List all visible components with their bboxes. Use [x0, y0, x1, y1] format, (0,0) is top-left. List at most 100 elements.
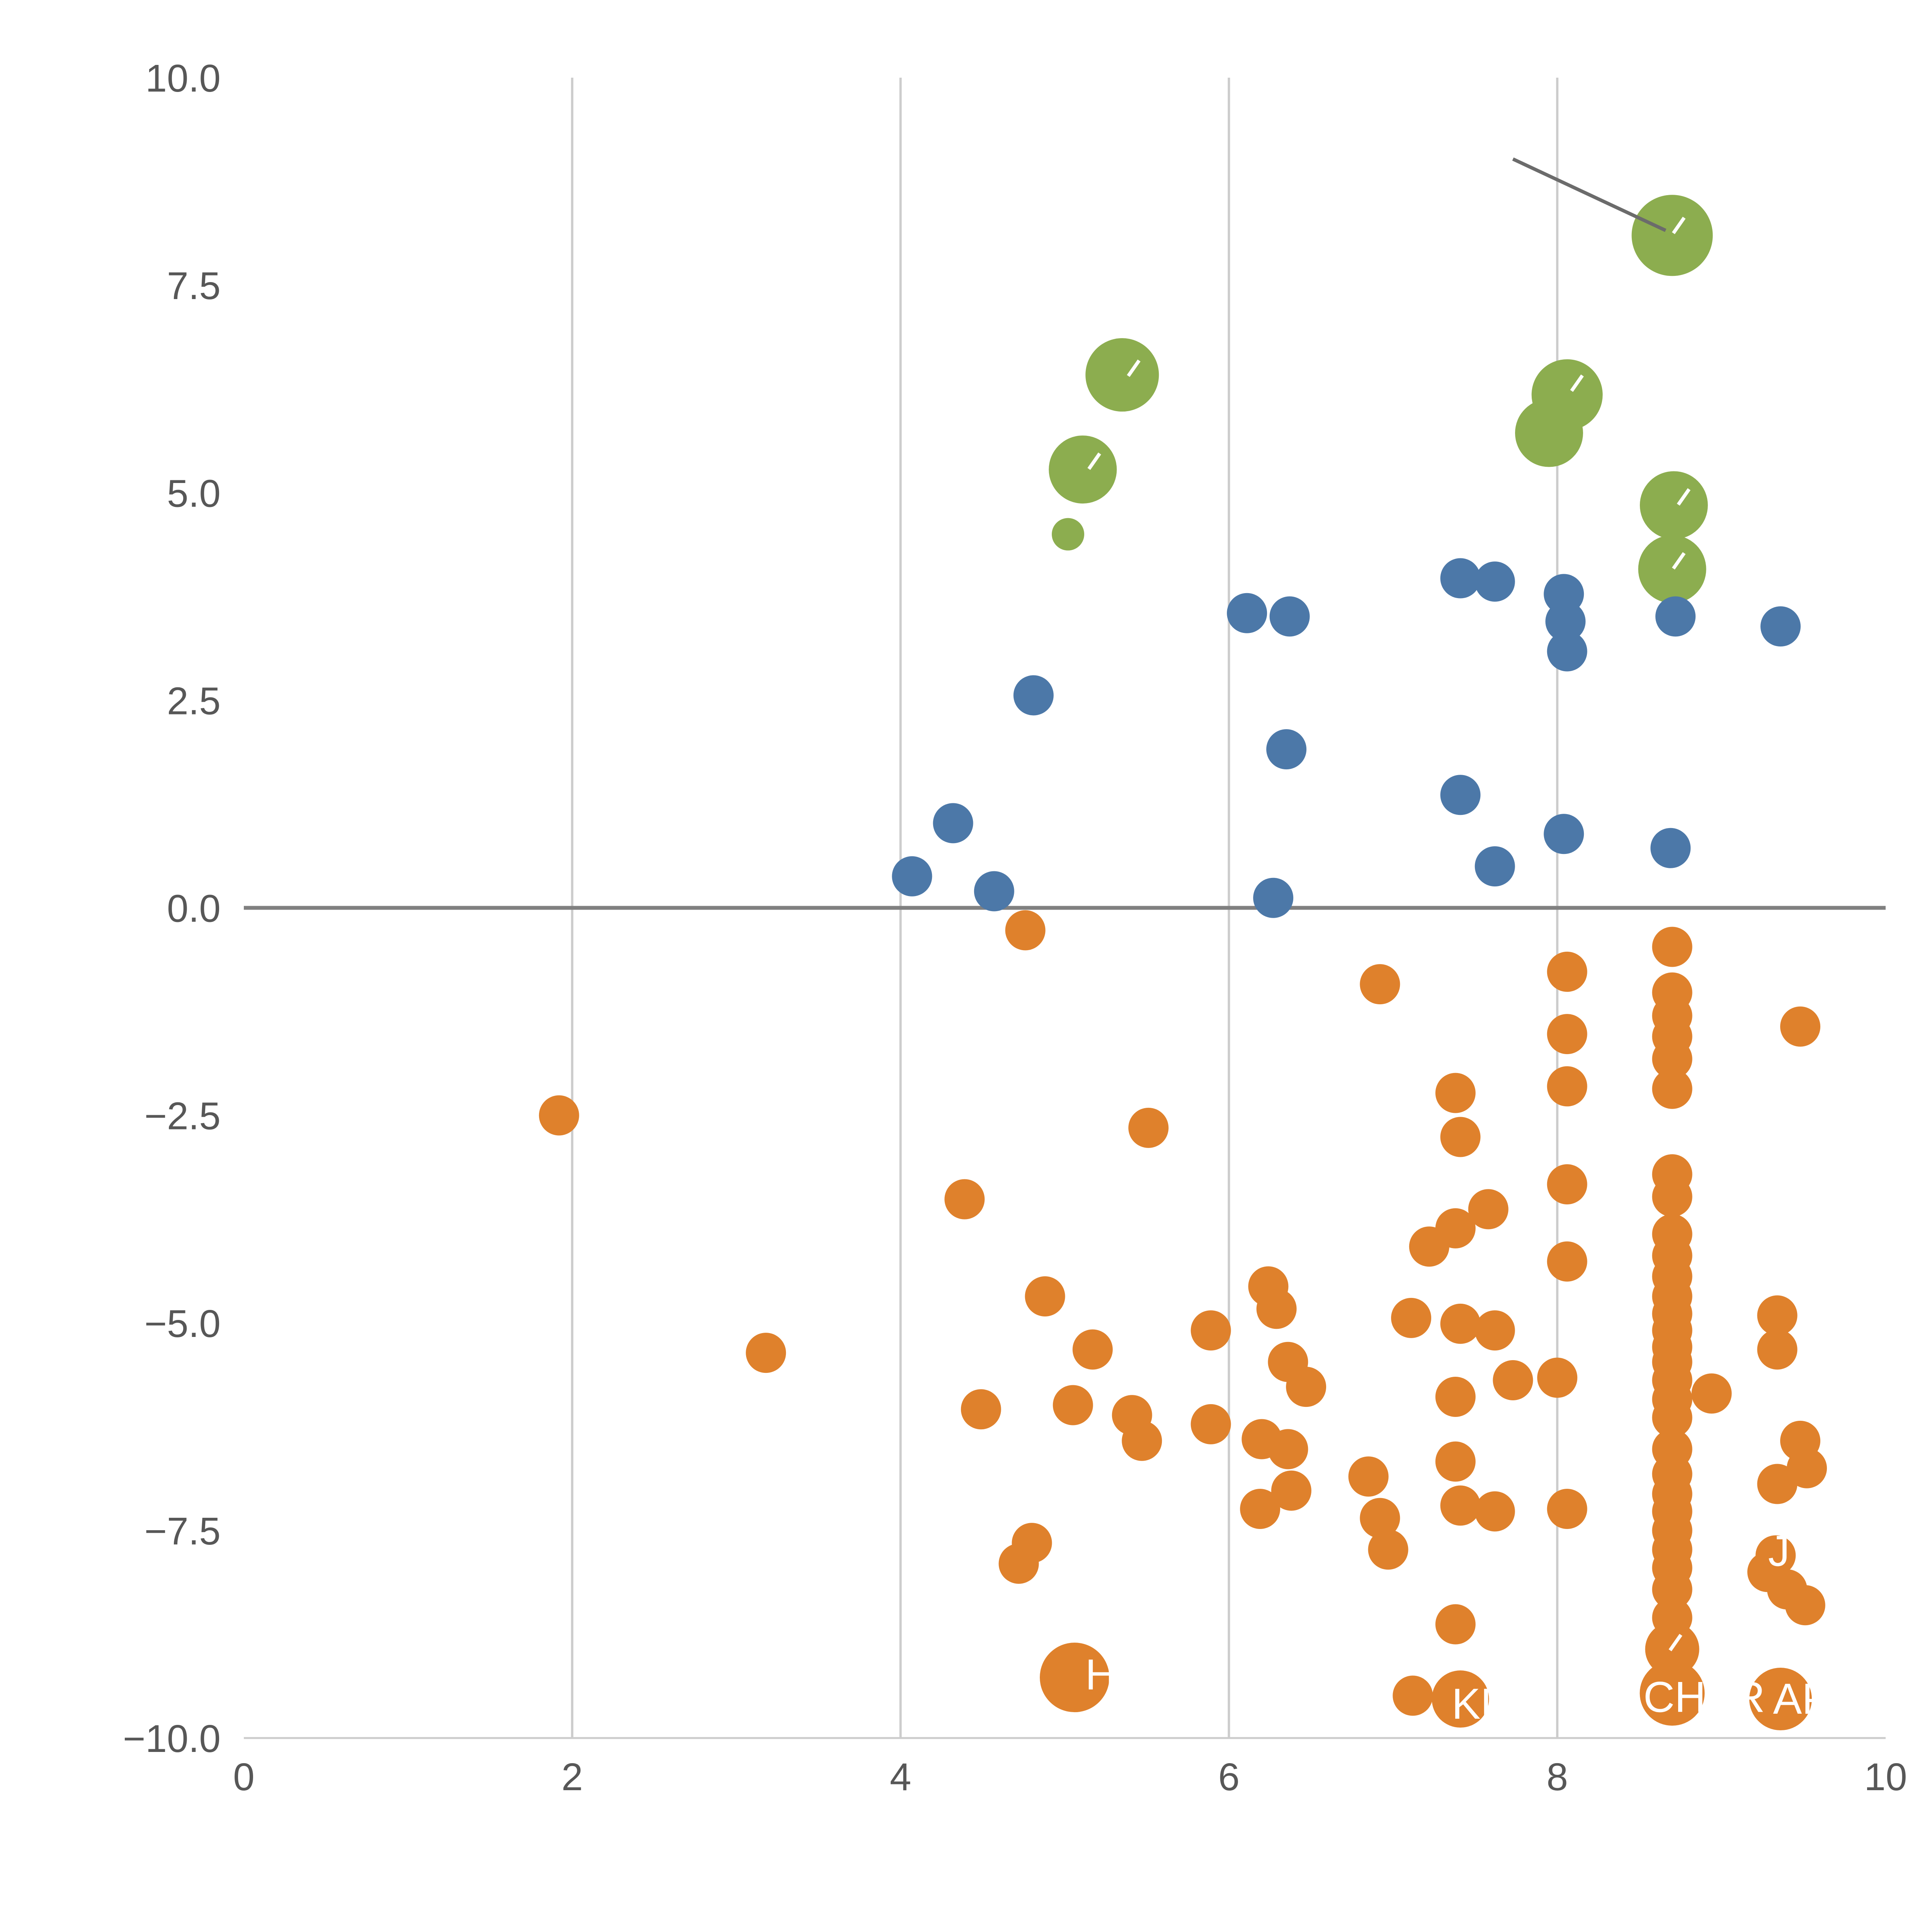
blue-series-point: [933, 803, 973, 844]
blue-series-point: [1266, 729, 1307, 770]
orange-series-point: [1493, 1360, 1533, 1400]
orange-series-point: [1757, 1295, 1798, 1336]
y-tick-label: 7.5: [167, 264, 221, 308]
x-tick-label: 2: [561, 1755, 583, 1799]
green-series-point: [1631, 195, 1713, 276]
blue-series-point: [1013, 675, 1054, 716]
blue-series-point: [1475, 561, 1515, 602]
orange-series-point: [1757, 1464, 1798, 1504]
orange-series-point: [1652, 1177, 1692, 1217]
orange-series-point: [1652, 1397, 1692, 1438]
orange-series-point: [1537, 1357, 1578, 1398]
orange-series-point: [1190, 1310, 1231, 1351]
orange-series-point: [1780, 1006, 1821, 1047]
x-tick-label: 8: [1546, 1755, 1568, 1799]
green-series-point: [1085, 338, 1159, 412]
orange-series-point: [1652, 1068, 1692, 1109]
orange-series-point: [1039, 1643, 1109, 1713]
point-label: CHR: [1643, 1673, 1737, 1721]
label-fragment: [1087, 452, 1101, 470]
label-fragment: [1677, 488, 1691, 506]
orange-series-point: [1268, 1429, 1308, 1469]
blue-series-point: [892, 856, 932, 896]
orange-series-point: [1190, 1404, 1231, 1444]
blue-series-point: [1475, 846, 1515, 887]
blue-series-point: [1269, 596, 1310, 637]
label-fragment: [1127, 359, 1141, 377]
green-series-point: [1638, 535, 1706, 603]
orange-series-point: [1475, 1491, 1515, 1532]
blue-series-point: [1547, 631, 1587, 672]
orange-series-point: [1547, 1164, 1587, 1204]
blue-series-point: [1545, 601, 1586, 642]
y-tick-label: −10.0: [123, 1717, 221, 1760]
orange-series-point: [1691, 1373, 1732, 1414]
orange-series-point: [944, 1179, 985, 1219]
orange-series-point: [1005, 910, 1046, 951]
orange-series-point: [1072, 1329, 1113, 1370]
x-tick-label: 6: [1218, 1755, 1240, 1799]
orange-series-point: [1547, 1014, 1587, 1054]
orange-series-point: [1652, 927, 1692, 967]
blue-series-point: [1253, 878, 1294, 918]
green-series-point: [1051, 518, 1084, 551]
green-series-point: [1049, 435, 1117, 504]
orange-series-point: [1435, 1376, 1476, 1417]
y-tick-label: 5.0: [167, 472, 221, 515]
point-label: J: [1768, 1527, 1790, 1575]
orange-series-point: [1393, 1675, 1433, 1716]
orange-series-point: [1348, 1456, 1389, 1497]
blue-series-point: [1227, 593, 1267, 633]
y-tick-label: 10.0: [145, 57, 221, 100]
orange-series-point: [1547, 951, 1587, 992]
orange-series-point: [1757, 1329, 1798, 1370]
orange-series-point: [1432, 1670, 1489, 1728]
orange-series-point: [1409, 1226, 1449, 1267]
orange-series-point: [1368, 1529, 1408, 1570]
orange-series-point: [1360, 964, 1400, 1005]
point-label: AP: [1773, 1675, 1831, 1723]
orange-series-point: [1025, 1276, 1065, 1316]
y-tick-label: −2.5: [145, 1095, 221, 1138]
orange-series-point: [1652, 1569, 1692, 1610]
blue-series-point: [1650, 828, 1691, 868]
y-tick-label: −7.5: [145, 1510, 221, 1553]
point-label: H: [1085, 1651, 1117, 1699]
orange-series-point: [1475, 1310, 1515, 1351]
orange-series-point: [1440, 1303, 1481, 1344]
annotation-line: [1512, 157, 1667, 232]
label-fragment: [1668, 1634, 1682, 1651]
orange-series-point: [539, 1095, 579, 1136]
blue-series-point: [974, 871, 1014, 912]
y-tick-label: −5.0: [145, 1302, 221, 1345]
orange-series-point: [1785, 1585, 1825, 1626]
orange-series-point: [746, 1333, 786, 1373]
orange-series-point: [1122, 1420, 1162, 1461]
y-tick-label: 0.0: [167, 887, 221, 930]
orange-series-point: [1435, 1441, 1476, 1482]
orange-series-point: [1240, 1489, 1281, 1529]
label-fragment: [1570, 374, 1584, 392]
orange-series-point: [998, 1543, 1039, 1584]
x-tick-label: 0: [233, 1755, 255, 1799]
orange-series-point: [1468, 1189, 1509, 1230]
blue-series-point: [1440, 558, 1481, 599]
point-label: KD: [1452, 1680, 1512, 1728]
orange-series-point: [1440, 1485, 1481, 1526]
green-series-point: [1515, 399, 1583, 467]
blue-series-point: [1440, 775, 1481, 815]
orange-series-point: [961, 1389, 1001, 1430]
orange-series-point: [1271, 1470, 1311, 1511]
point-label: R: [1734, 1673, 1765, 1721]
orange-series-point: [1639, 1660, 1705, 1726]
x-tick-label: 10: [1864, 1755, 1907, 1799]
blue-series-point: [1544, 814, 1584, 854]
orange-series-point: [1547, 1489, 1587, 1529]
orange-series-point: [1787, 1448, 1827, 1488]
orange-series-point: [1391, 1298, 1432, 1338]
label-fragment: [1672, 552, 1686, 570]
x-tick-label: 4: [890, 1755, 912, 1799]
orange-series-point: [1128, 1107, 1169, 1148]
